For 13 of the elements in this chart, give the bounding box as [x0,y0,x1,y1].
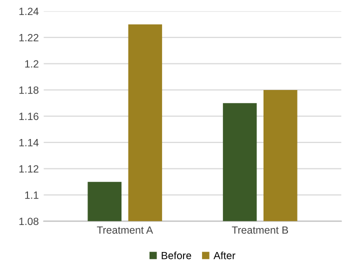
y-tick-label: 1.22 [19,34,38,42]
y-tick-label: 1.08 [19,218,38,226]
y-tick-label: 1.14 [19,139,39,146]
y-tick-label: 1.12 [19,165,38,172]
y-tick-label: 1.24 [19,8,39,15]
y-tick-label: 1.1 [25,192,38,199]
y-tick-label: 1.2 [25,60,38,68]
legend-label: Before [162,252,192,260]
y-tick-label: 1.18 [19,86,38,94]
legend-label: After [214,252,236,260]
y-tick-label: 1.16 [19,112,38,120]
x-tick-label: Treatment A [96,226,154,234]
x-tick-label: Treatment B [232,226,288,234]
